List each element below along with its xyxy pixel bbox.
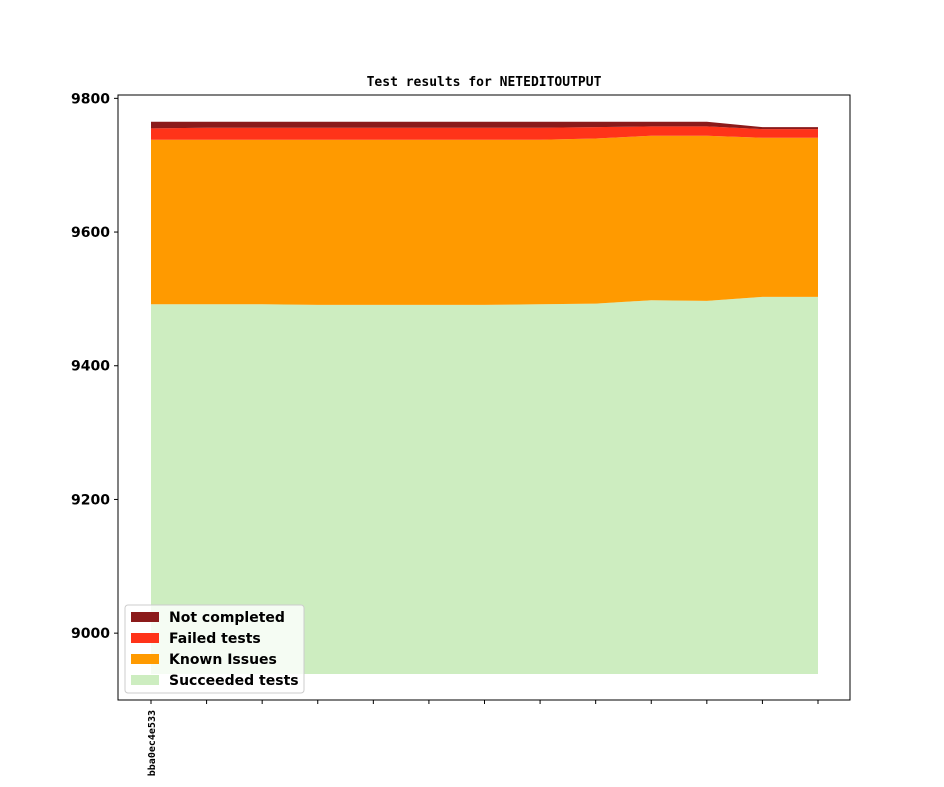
y-axis: 9000 9200 9400 9600 9800: [71, 91, 118, 642]
legend-swatch-known-issues: [131, 654, 159, 664]
x-tick-label: bba0ec4e533: [147, 710, 158, 776]
legend-label-not-completed: Not completed: [169, 610, 285, 626]
y-tick-label: 9000: [71, 626, 110, 642]
y-tick-label: 9200: [71, 492, 110, 508]
x-axis: bba0ec4e533: [147, 700, 819, 776]
legend-label-known-issues: Known Issues: [169, 652, 277, 668]
legend-swatch-not-completed: [131, 612, 159, 622]
legend-box: [124, 604, 305, 694]
legend-swatch-succeeded-tests: [131, 675, 159, 685]
y-tick-label: 9800: [71, 91, 110, 107]
legend-label-succeeded-tests: Succeeded tests: [169, 673, 299, 689]
legend-swatch-failed-tests: [131, 633, 159, 643]
area-failed-tests: [151, 126, 818, 140]
area-not-completed: [151, 121, 818, 130]
areas-layer: [151, 121, 818, 674]
legend-label-failed-tests: Failed tests: [169, 631, 261, 647]
y-tick-label: 9600: [71, 225, 110, 241]
legend: Not completed Failed tests Known Issues Suc…: [124, 604, 305, 694]
area-succeeded-tests: [151, 296, 818, 674]
area-known-issues: [151, 135, 818, 305]
y-tick-label: 9400: [71, 359, 110, 375]
chart-title: Test results for NETEDITOUTPUT: [367, 75, 602, 90]
